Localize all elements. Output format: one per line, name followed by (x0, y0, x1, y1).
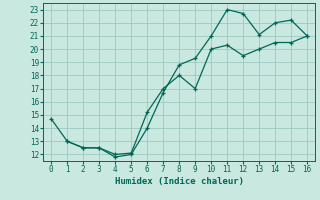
X-axis label: Humidex (Indice chaleur): Humidex (Indice chaleur) (115, 177, 244, 186)
